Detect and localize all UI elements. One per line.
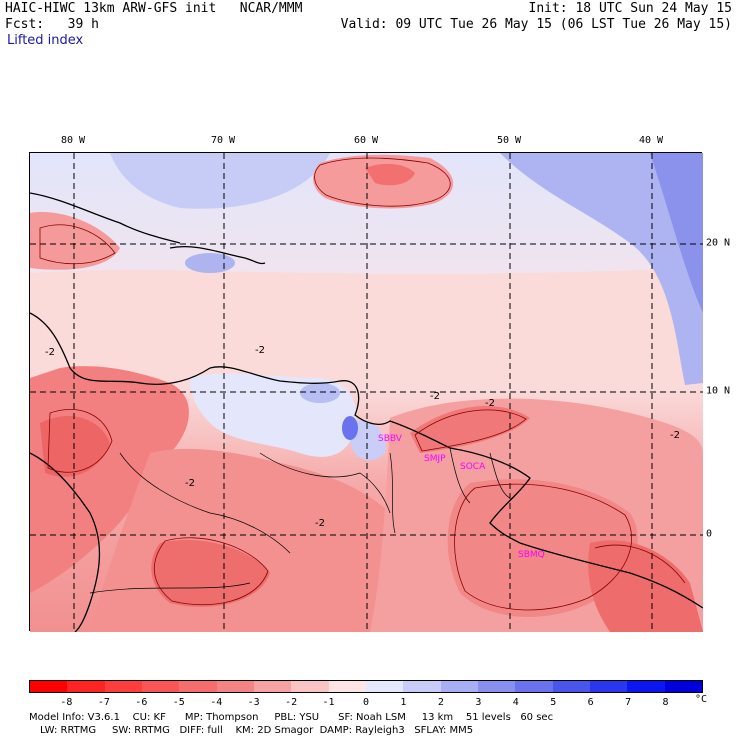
- colorbar-tick-label: 4: [512, 697, 519, 708]
- station-label-sbmq: SBMQ: [518, 550, 545, 560]
- station-label-sbbv: SBBV: [378, 434, 403, 444]
- model-info-line1: Model Info: V3.6.1 CU: KF MP: Thompson P…: [29, 712, 554, 723]
- lifted-index-map: -2 -2 -2 -2 -2 -2 -2 SBBV SMJP SOCA SBMQ: [29, 152, 703, 632]
- colorbar-cell: [67, 681, 105, 692]
- colorbar-cell: [403, 681, 441, 692]
- contour-label: -2: [185, 478, 195, 489]
- lat-label: 20 N: [706, 237, 731, 249]
- colorbar-cell: [664, 681, 702, 692]
- colorbar-tick-label: 1: [400, 697, 407, 708]
- contour-label: -2: [255, 345, 265, 356]
- station-label-smjp: SMJP: [424, 454, 446, 464]
- colorbar-tick-label: 6: [587, 697, 594, 708]
- forecast-hour: Fcst: 39 h: [5, 17, 99, 32]
- colorbar-tick-label: 3: [475, 697, 482, 708]
- colorbar-cell: [328, 681, 366, 692]
- colorbar-cell: [141, 681, 180, 692]
- colorbar-cell: [589, 681, 628, 692]
- colorbar-tick-label: -4: [210, 697, 223, 708]
- station-label-soca: SOCA: [460, 462, 486, 472]
- colorbar-tick-label: -8: [60, 697, 73, 708]
- colorbar-tick-label: -2: [285, 697, 298, 708]
- colorbar-cell: [216, 681, 254, 692]
- colorbar-tick-label: -6: [135, 697, 148, 708]
- contour-label: -2: [485, 398, 495, 409]
- lat-label: 0: [706, 528, 713, 540]
- colorbar-cell: [179, 681, 217, 692]
- lon-label: 60 W: [353, 135, 379, 146]
- colorbar-tick-label: 2: [437, 697, 444, 708]
- colorbar-tick-label: -5: [172, 697, 185, 708]
- colorbar-tick-label: 5: [550, 697, 557, 708]
- model-info-line2: LW: RRTMG SW: RRTMG DIFF: full KM: 2D Sm…: [40, 725, 474, 736]
- colorbar-tick-label: -1: [322, 697, 335, 708]
- colorbar-tick-label: 7: [625, 697, 632, 708]
- colorbar-cell: [552, 681, 590, 692]
- valid-time: Valid: 09 UTC Tue 26 May 15 (06 LST Tue …: [340, 17, 732, 32]
- colorbar-cell: [477, 681, 516, 692]
- contour-label: -2: [315, 518, 325, 529]
- contour-label: -2: [45, 347, 55, 358]
- colorbar: [29, 680, 703, 693]
- colorbar-cell: [440, 681, 478, 692]
- colorbar-unit: °C: [695, 694, 708, 705]
- colorbar-tick-label: 8: [662, 697, 669, 708]
- lon-label: 50 W: [496, 135, 522, 146]
- contour-label: -2: [430, 391, 440, 402]
- lon-label: 80 W: [60, 135, 86, 146]
- colorbar-tick-label: -3: [247, 697, 260, 708]
- colorbar-cell: [627, 681, 665, 692]
- colorbar-cell: [365, 681, 404, 692]
- contour-label: -2: [670, 430, 680, 441]
- colorbar-cell: [253, 681, 292, 692]
- colorbar-cell: [104, 681, 142, 692]
- lat-label: 10 N: [706, 385, 731, 397]
- colorbar-tick-label: 0: [362, 697, 370, 708]
- colorbar-cell: [515, 681, 553, 692]
- field-name: Lifted index: [7, 33, 84, 48]
- colorbar-tick-label: -7: [97, 697, 110, 708]
- model-title: HAIC-HIWC 13km ARW-GFS init NCAR/MMM: [5, 1, 303, 16]
- lon-label: 70 W: [210, 135, 236, 146]
- lon-label: 40 W: [638, 135, 664, 146]
- colorbar-cell: [30, 681, 68, 692]
- init-time: Init: 18 UTC Sun 24 May 15: [528, 1, 733, 16]
- colorbar-cell: [291, 681, 329, 692]
